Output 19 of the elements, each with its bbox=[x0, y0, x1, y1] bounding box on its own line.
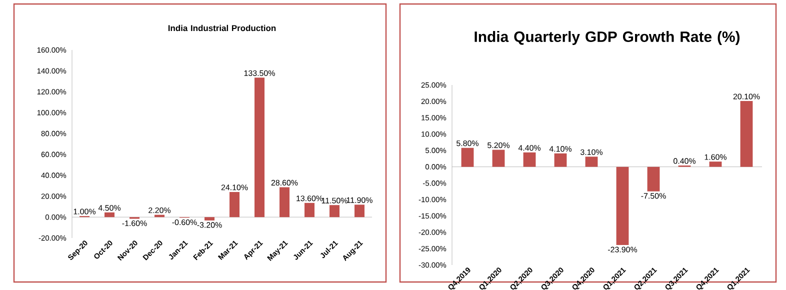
bar bbox=[523, 152, 536, 167]
bar bbox=[554, 153, 567, 167]
bar bbox=[204, 217, 215, 220]
bar bbox=[104, 212, 115, 218]
bar bbox=[230, 192, 240, 218]
bar bbox=[709, 162, 722, 167]
bar bbox=[585, 156, 598, 167]
bar bbox=[492, 150, 505, 167]
bar bbox=[616, 166, 629, 246]
bar bbox=[461, 148, 474, 167]
chart-title: India Industrial Production bbox=[168, 24, 276, 32]
bar bbox=[354, 204, 365, 218]
bar bbox=[254, 78, 265, 218]
bar bbox=[647, 166, 660, 192]
bar bbox=[330, 205, 340, 218]
bar bbox=[740, 101, 753, 167]
bar bbox=[304, 202, 315, 218]
chart-title: India Quarterly GDP Growth Rate (%) bbox=[474, 31, 740, 45]
bar bbox=[280, 187, 290, 218]
